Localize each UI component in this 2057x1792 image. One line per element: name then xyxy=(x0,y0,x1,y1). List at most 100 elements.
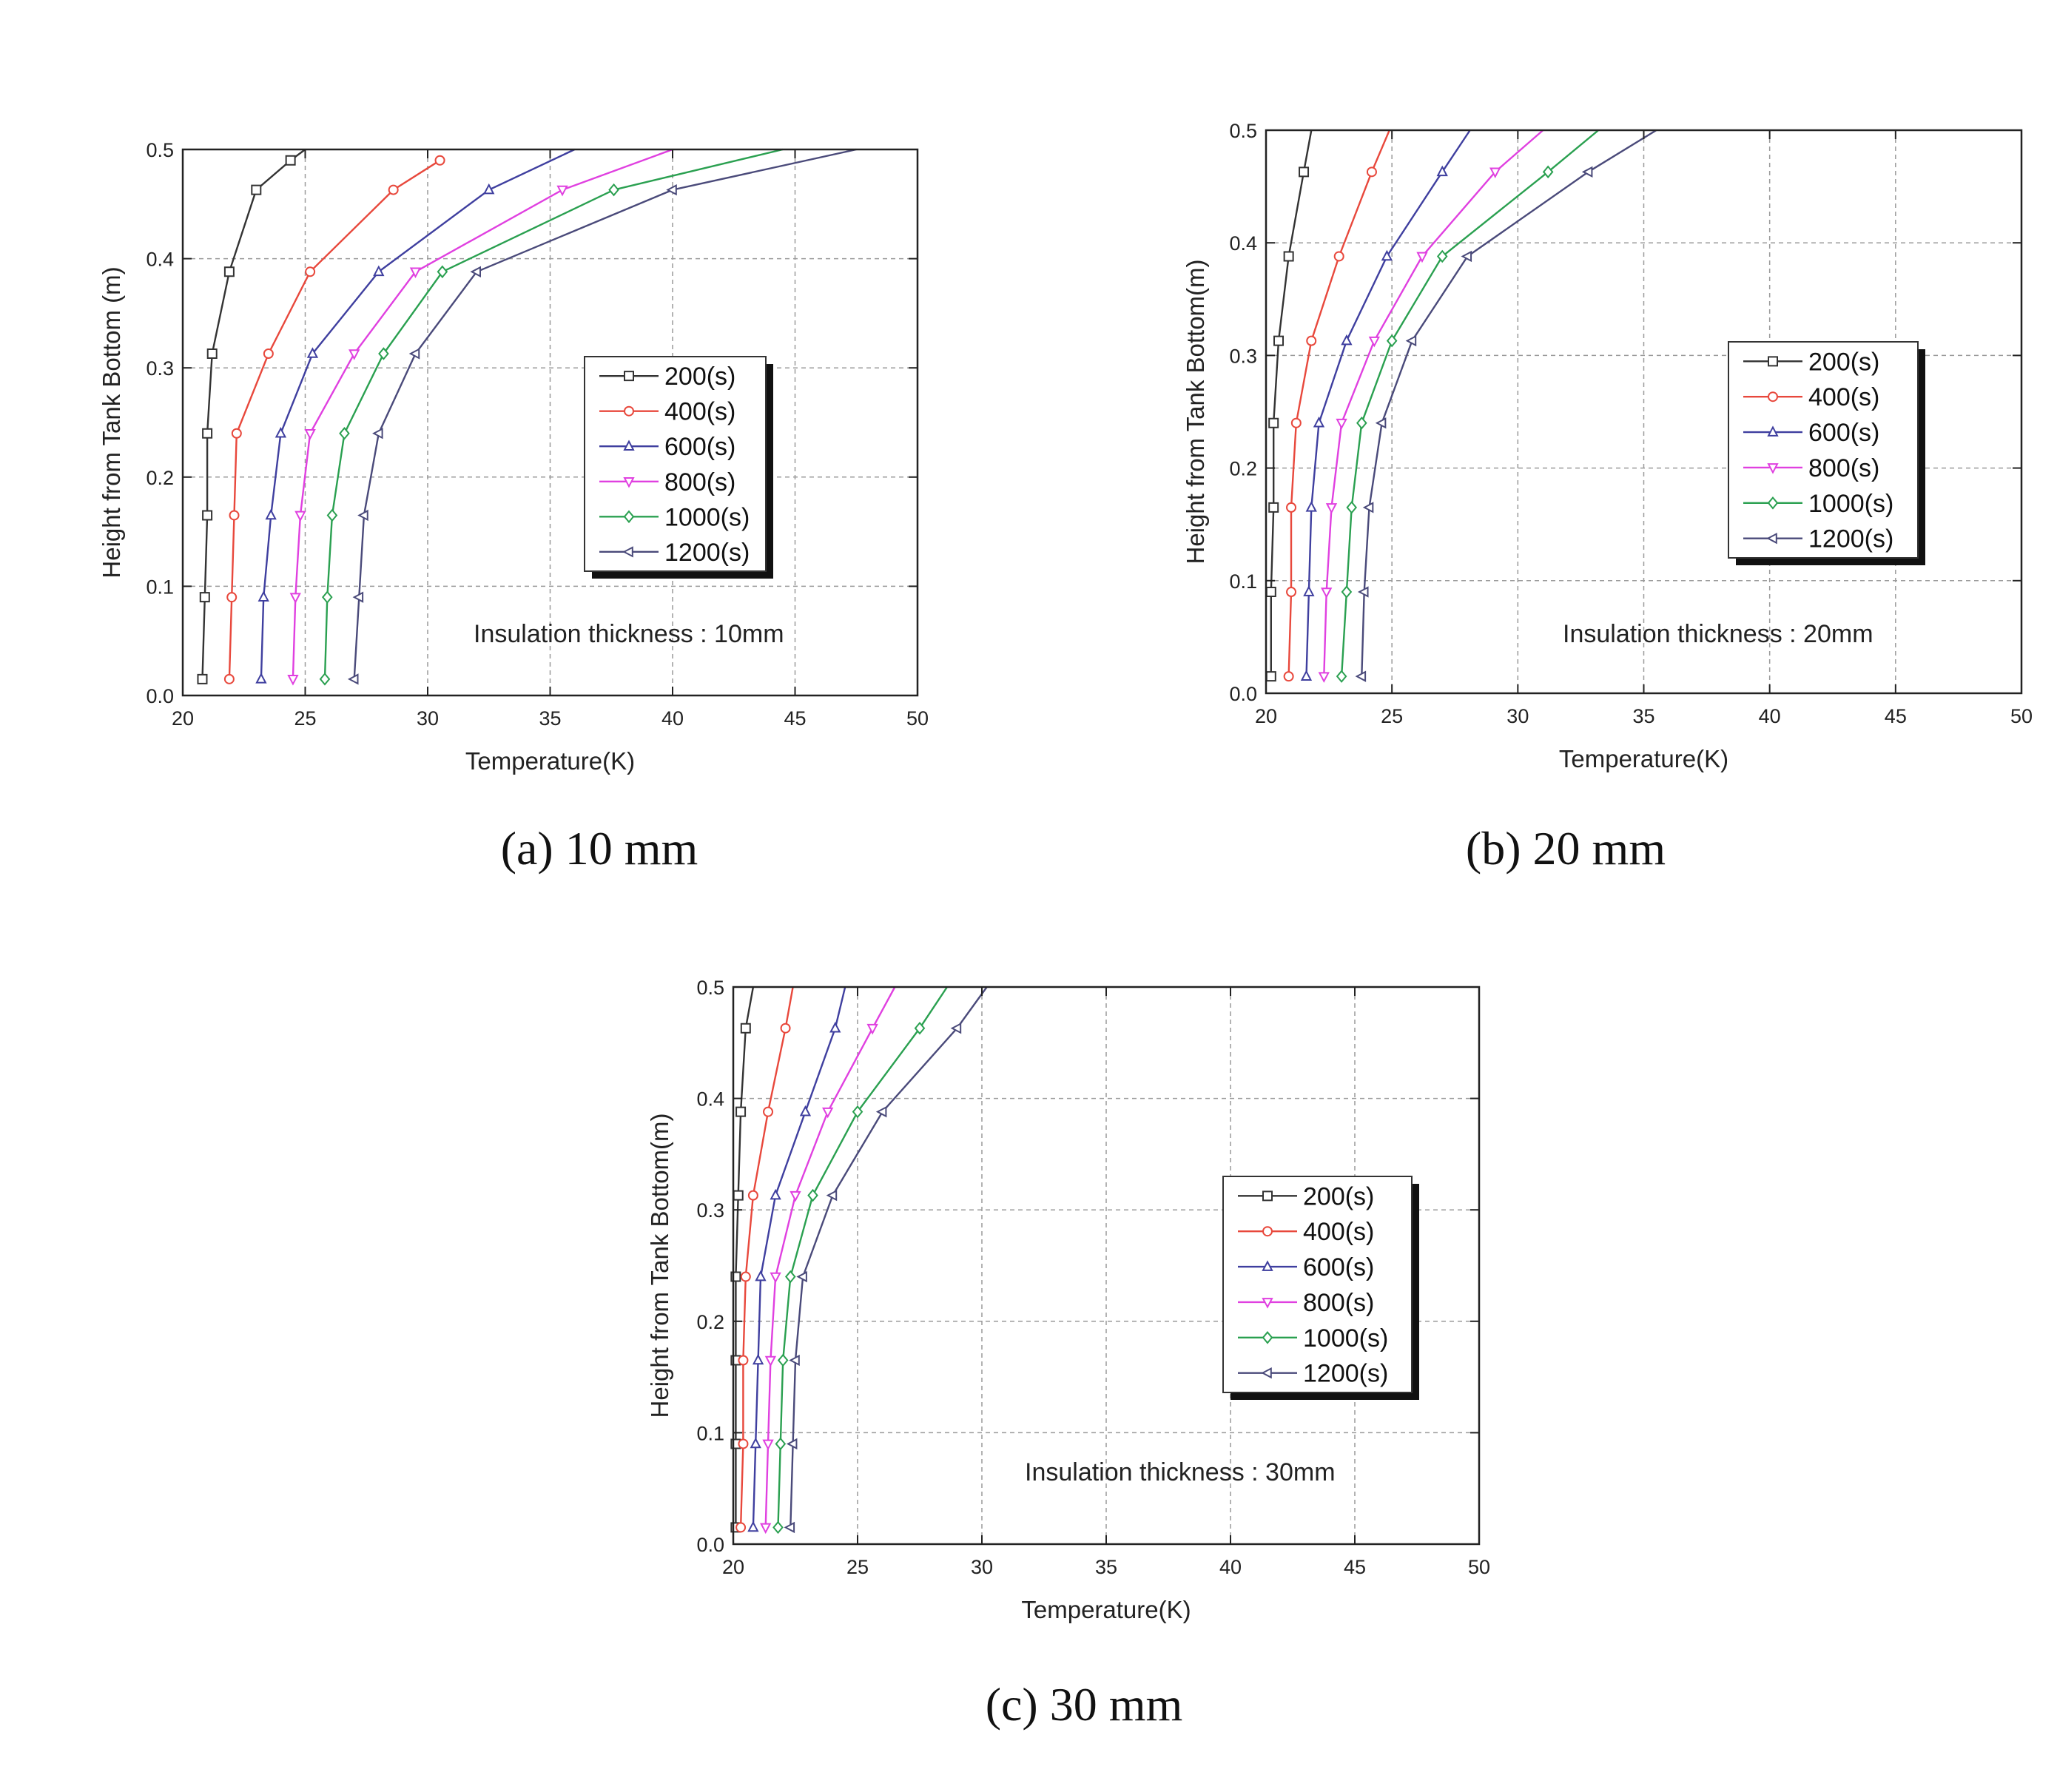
panel-caption: (a) 10 mm xyxy=(501,822,698,875)
x-tick-label: 45 xyxy=(784,707,806,730)
x-axis-title: Temperature(K) xyxy=(465,747,635,775)
data-point xyxy=(1333,251,1344,262)
data-point xyxy=(747,1190,758,1201)
legend-marker xyxy=(624,371,634,382)
x-tick-label: 30 xyxy=(971,1556,993,1578)
x-tick-label: 25 xyxy=(846,1556,869,1578)
legend-label: 200(s) xyxy=(1808,348,1879,376)
data-point xyxy=(775,1437,787,1451)
y-tick-label: 0.2 xyxy=(1229,458,1257,480)
x-tick-label: 25 xyxy=(294,707,316,730)
data-point xyxy=(760,1523,772,1535)
data-point xyxy=(786,1438,798,1450)
x-tick-label: 40 xyxy=(661,707,684,730)
legend-label: 600(s) xyxy=(1303,1253,1374,1281)
x-tick-label: 25 xyxy=(1381,705,1403,727)
data-point xyxy=(305,266,316,277)
series-line-200(s) xyxy=(735,986,755,1528)
series-line-1200(s) xyxy=(1361,129,1657,677)
data-point xyxy=(770,1272,781,1284)
data-point xyxy=(223,673,235,684)
data-point xyxy=(265,508,277,520)
data-point xyxy=(434,155,445,166)
data-point xyxy=(784,1270,796,1284)
data-point xyxy=(772,1520,784,1535)
data-point xyxy=(470,266,481,277)
series-line-1000(s) xyxy=(323,148,784,679)
series-line-800(s) xyxy=(292,148,673,679)
data-point xyxy=(1362,502,1374,513)
data-point xyxy=(914,1021,926,1035)
data-point xyxy=(257,590,269,602)
series-line-200(s) xyxy=(201,149,306,679)
data-point xyxy=(1405,334,1417,347)
data-point xyxy=(875,1106,887,1118)
data-point xyxy=(409,267,422,279)
data-point xyxy=(373,265,385,277)
data-point xyxy=(1286,587,1297,598)
data-point xyxy=(1356,416,1367,430)
data-point xyxy=(829,1021,841,1033)
data-point xyxy=(556,185,568,197)
data-point xyxy=(770,1188,781,1200)
data-point xyxy=(263,348,274,360)
data-point xyxy=(1336,670,1347,683)
x-tick-label: 45 xyxy=(1885,705,1907,727)
legend-marker xyxy=(1262,1298,1273,1309)
data-point xyxy=(1300,670,1313,681)
x-tick-label: 40 xyxy=(1219,1556,1242,1578)
data-point xyxy=(666,183,677,196)
data-point xyxy=(1346,501,1358,514)
data-point xyxy=(1581,166,1593,178)
x-tick-label: 20 xyxy=(1255,705,1277,727)
data-point xyxy=(822,1107,834,1119)
data-point xyxy=(755,1270,767,1281)
data-point xyxy=(1299,166,1310,178)
data-point xyxy=(1461,250,1472,263)
y-tick-label: 0.4 xyxy=(1229,232,1257,255)
legend-label: 400(s) xyxy=(1808,383,1879,411)
legend-marker xyxy=(1768,356,1778,367)
y-axis-title: Height from Tank Bottom(m) xyxy=(646,1113,673,1418)
legend: 200(s) 400(s) 600(s) 800(s) 1000(s) 1200(s) xyxy=(584,356,767,572)
data-point xyxy=(1366,166,1377,178)
data-point xyxy=(799,1105,812,1116)
x-tick-label: 40 xyxy=(1759,705,1781,727)
y-tick-label: 0.2 xyxy=(696,1311,724,1333)
data-point xyxy=(275,427,287,438)
data-point xyxy=(1318,672,1330,683)
legend-marker xyxy=(1768,391,1778,402)
data-point xyxy=(733,1190,744,1201)
annotation-text: Insulation thickness : 20mm xyxy=(1563,620,1873,648)
legend-label: 400(s) xyxy=(664,398,735,426)
series-line-400(s) xyxy=(1287,129,1390,677)
chart-panel-1: 20 25 30 35 40 45 50 0.0 0.1 0.2 0.3 0.4 0.5 Temperat… xyxy=(98,139,929,875)
data-point xyxy=(762,1439,774,1451)
series-line-600(s) xyxy=(752,986,846,1528)
data-point xyxy=(826,1189,838,1202)
data-point xyxy=(752,1353,764,1365)
y-tick-label: 0.5 xyxy=(696,977,724,999)
series-line-1200(s) xyxy=(790,986,988,1528)
data-point xyxy=(1283,671,1294,682)
legend-label: 1000(s) xyxy=(1808,490,1893,518)
legend-label: 400(s) xyxy=(1303,1218,1374,1246)
data-point xyxy=(287,675,299,686)
data-point xyxy=(796,1270,807,1283)
data-point xyxy=(1303,585,1315,596)
series-line-1200(s) xyxy=(353,148,857,679)
data-point xyxy=(223,266,235,277)
data-point xyxy=(735,1522,747,1533)
x-tick-label: 50 xyxy=(1468,1556,1490,1578)
data-point xyxy=(437,265,448,279)
legend-marker xyxy=(1766,533,1777,545)
data-point xyxy=(866,1023,878,1035)
legend: 200(s) 400(s) 600(s) 800(s) 1000(s) 1200(s) xyxy=(1728,341,1919,559)
legend-label: 1000(s) xyxy=(664,503,750,531)
series-line-400(s) xyxy=(228,159,441,679)
y-tick-label: 0.3 xyxy=(696,1199,724,1222)
data-point xyxy=(255,673,267,684)
x-tick-label: 35 xyxy=(539,707,561,730)
data-point xyxy=(408,348,420,360)
data-point xyxy=(1306,335,1317,346)
